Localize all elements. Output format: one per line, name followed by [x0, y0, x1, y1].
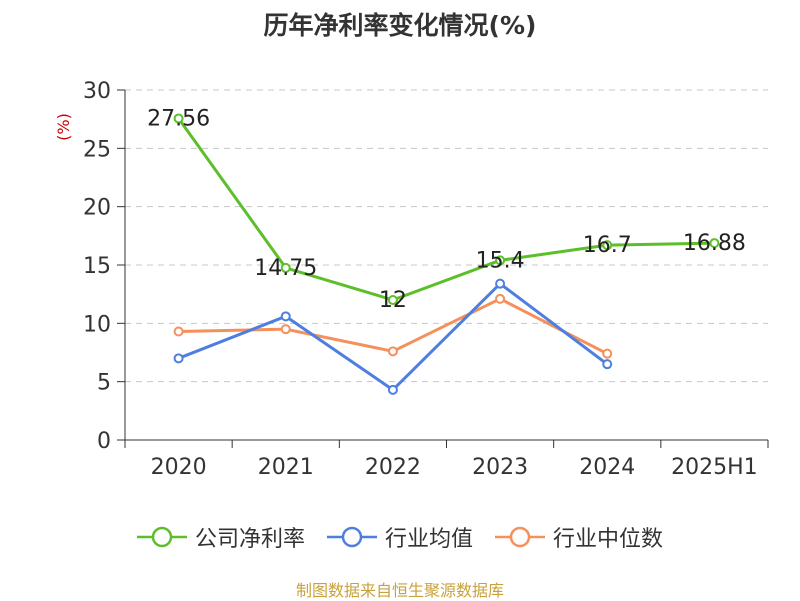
- data-point: [495, 255, 506, 266]
- legend-label: 公司净利率: [194, 527, 305, 552]
- data-point: [173, 113, 184, 124]
- data-label: 15.4: [476, 248, 525, 273]
- data-label: 16.7: [583, 233, 632, 258]
- data-label: 12: [379, 288, 407, 313]
- x-tick-label: 2024: [579, 455, 635, 480]
- data-point: [280, 311, 291, 322]
- legend-item[interactable]: 公司净利率: [136, 521, 305, 553]
- series-line: [177, 117, 715, 302]
- data-label: 16.88: [683, 231, 746, 256]
- legend-line-marker-icon: [495, 526, 545, 548]
- legend-label: 行业中位数: [553, 527, 664, 552]
- legend-line-marker-icon: [326, 526, 377, 548]
- y-tick-label: 25: [83, 137, 111, 162]
- y-tick-label: 30: [83, 79, 111, 104]
- y-tick-label: 5: [97, 371, 111, 396]
- data-point: [495, 278, 506, 289]
- data-point: [280, 324, 291, 335]
- footer-source-note: 制图数据来自恒生聚源数据库: [295, 581, 504, 600]
- x-tick-label: 2025H1: [671, 455, 758, 480]
- data-point: [173, 326, 184, 337]
- legend: 公司净利率 行业均值 行业中位数: [0, 520, 800, 554]
- legend-item[interactable]: 行业均值: [326, 521, 473, 553]
- legend-label: 行业均值: [384, 527, 473, 552]
- y-tick-label: 15: [83, 254, 111, 279]
- x-tick-label: 2022: [365, 455, 421, 480]
- y-tick-label: 10: [83, 312, 111, 337]
- y-tick-label: 0: [97, 429, 111, 454]
- data-point: [280, 262, 291, 273]
- data-point: [387, 346, 398, 357]
- data-point: [709, 238, 720, 249]
- x-tick-label: 2023: [472, 455, 528, 480]
- data-point: [602, 240, 613, 251]
- data-point: [602, 348, 613, 359]
- data-point: [495, 293, 506, 304]
- chart-title: 历年净利率变化情况(%): [263, 11, 537, 40]
- data-point: [387, 384, 398, 395]
- x-tick-label: 2021: [258, 455, 314, 480]
- data-label: 14.75: [254, 256, 317, 281]
- y-tick-label: 20: [83, 196, 111, 221]
- y-axis-label: (%): [54, 113, 73, 141]
- x-tick-label: 2020: [151, 455, 207, 480]
- data-label: 27.56: [147, 106, 210, 131]
- legend-line-marker-icon: [136, 526, 187, 548]
- legend-item[interactable]: 行业中位数: [495, 521, 663, 553]
- data-point: [387, 295, 398, 305]
- data-point: [173, 353, 184, 364]
- data-point: [602, 359, 613, 370]
